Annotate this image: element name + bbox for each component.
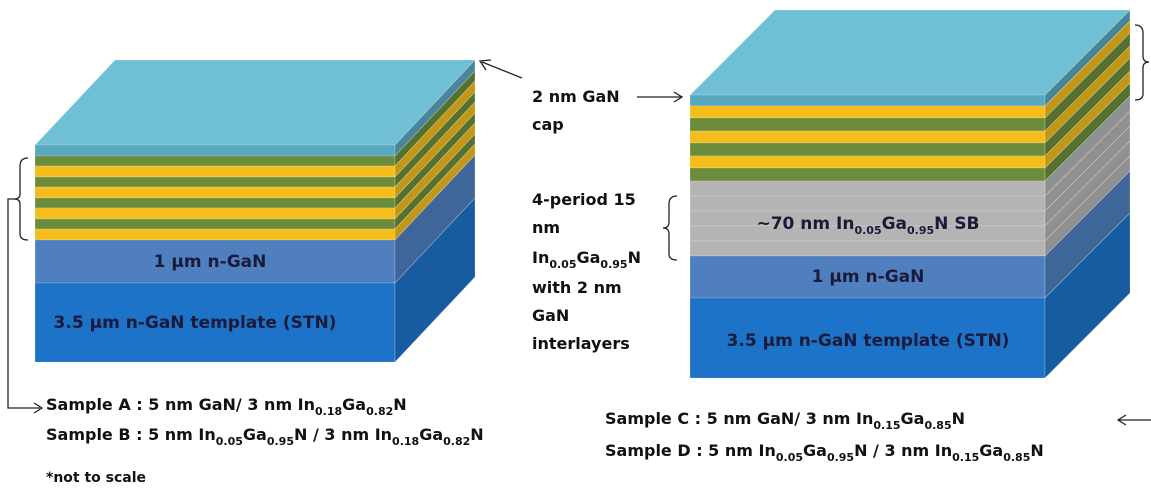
subscript: 0.82 <box>443 435 470 448</box>
layer-stacks <box>34 9 1131 379</box>
subscript: 0.95 <box>907 224 934 237</box>
sb-note: In0.05Ga0.95N <box>532 248 641 271</box>
layer-front <box>34 218 396 230</box>
text-part: : 5 nm In <box>691 441 776 460</box>
text-part: Ga <box>979 441 1003 460</box>
layer-front <box>689 167 1046 182</box>
subscript: 0.95 <box>827 451 854 464</box>
layer-front <box>689 180 1046 197</box>
layer-front <box>34 186 396 199</box>
bracket <box>662 195 678 261</box>
subscript: 0.05 <box>549 258 576 271</box>
layer-front <box>689 105 1046 119</box>
layer-front <box>689 117 1046 132</box>
sample-line: Sample B : 5 nm In0.05Ga0.95N / 3 nm In0… <box>46 425 484 448</box>
layer-front <box>34 197 396 209</box>
layer-front <box>34 228 396 241</box>
layer-label: 1 µm n-GaN <box>812 267 925 287</box>
text-part: Ga <box>901 409 925 428</box>
sample-name: Sample A <box>46 395 131 414</box>
subscript: 0.15 <box>873 419 900 432</box>
layer-label: 1 µm n-GaN <box>154 252 267 272</box>
arrow <box>478 59 523 79</box>
layer-side <box>1044 212 1131 379</box>
arrow <box>637 91 684 103</box>
subscript: 0.05 <box>854 224 881 237</box>
text-part: Ga <box>882 214 907 234</box>
layer-front <box>689 94 1046 107</box>
arrow-head <box>33 402 44 414</box>
text-part: N <box>1030 441 1043 460</box>
text-part: : 5 nm In <box>131 425 216 444</box>
text-part: ~70 nm In <box>756 214 854 234</box>
layer-front <box>689 195 1046 212</box>
text-part: Ga <box>243 425 267 444</box>
sample-line: Sample A : 5 nm GaN/ 3 nm In0.18Ga0.82N <box>46 395 407 418</box>
text-part: N / 3 nm In <box>854 441 952 460</box>
subscript: 0.85 <box>1003 451 1030 464</box>
subscript: 0.95 <box>600 258 627 271</box>
text-part: N <box>470 425 483 444</box>
layer-front <box>689 142 1046 157</box>
subscript: 0.85 <box>924 419 951 432</box>
text-part: Ga <box>803 441 827 460</box>
sample-line: Sample C : 5 nm GaN/ 3 nm In0.15Ga0.85N <box>605 409 965 432</box>
cap-note: 2 nm GaN <box>532 87 620 106</box>
sb-note: GaN <box>532 306 569 325</box>
bracket <box>1134 24 1150 101</box>
text-part: : 5 nm GaN/ 3 nm In <box>131 395 315 414</box>
text-part: Ga <box>576 248 600 267</box>
sb-note: nm <box>532 218 560 237</box>
layer-label: ~70 nm In0.05Ga0.95N SB <box>756 214 979 237</box>
layer-front <box>34 165 396 178</box>
layer-front <box>34 207 396 220</box>
subscript: 0.82 <box>366 405 393 418</box>
brackets-arrows <box>7 24 1151 426</box>
layer-front <box>34 144 396 157</box>
text-part: In <box>532 248 549 267</box>
sample-name: Sample B <box>46 425 131 444</box>
layer-front <box>689 155 1046 169</box>
sample-line: Sample D : 5 nm In0.05Ga0.95N / 3 nm In0… <box>605 441 1044 464</box>
sb-note: interlayers <box>532 334 630 353</box>
layer-label: 3.5 µm n-GaN template (STN) <box>727 331 1010 351</box>
subscript: 0.18 <box>392 435 419 448</box>
subscript: 0.05 <box>776 451 803 464</box>
text-part: : 5 nm GaN/ 3 nm In <box>689 409 873 428</box>
bracket <box>13 157 29 241</box>
text-part: Ga <box>342 395 366 414</box>
sample-name: Sample D <box>605 441 691 460</box>
arrow <box>7 198 40 409</box>
subscript: 0.95 <box>267 435 294 448</box>
subscript: 0.05 <box>216 435 243 448</box>
sample-name: Sample C <box>605 409 689 428</box>
text-part: N <box>628 248 641 267</box>
subscript: 0.18 <box>315 405 342 418</box>
layer-side <box>394 197 476 363</box>
arrow <box>1116 414 1151 426</box>
text-part: N SB <box>934 214 979 234</box>
layer-label: 3.5 µm n-GaN template (STN) <box>54 313 337 333</box>
text-part: N / 3 nm In <box>294 425 392 444</box>
text-part: Ga <box>419 425 443 444</box>
layer-front <box>689 130 1046 144</box>
layer-front <box>34 155 396 167</box>
subscript: 0.15 <box>952 451 979 464</box>
layer-front <box>34 176 396 188</box>
text-part: N <box>952 409 965 428</box>
layer-front <box>689 240 1046 257</box>
cap-note: cap <box>532 115 564 134</box>
text-part: N <box>393 395 406 414</box>
sb-note: with 2 nm <box>532 278 622 297</box>
footnote: *not to scale <box>46 470 146 486</box>
sb-note: 4-period 15 <box>532 190 636 209</box>
